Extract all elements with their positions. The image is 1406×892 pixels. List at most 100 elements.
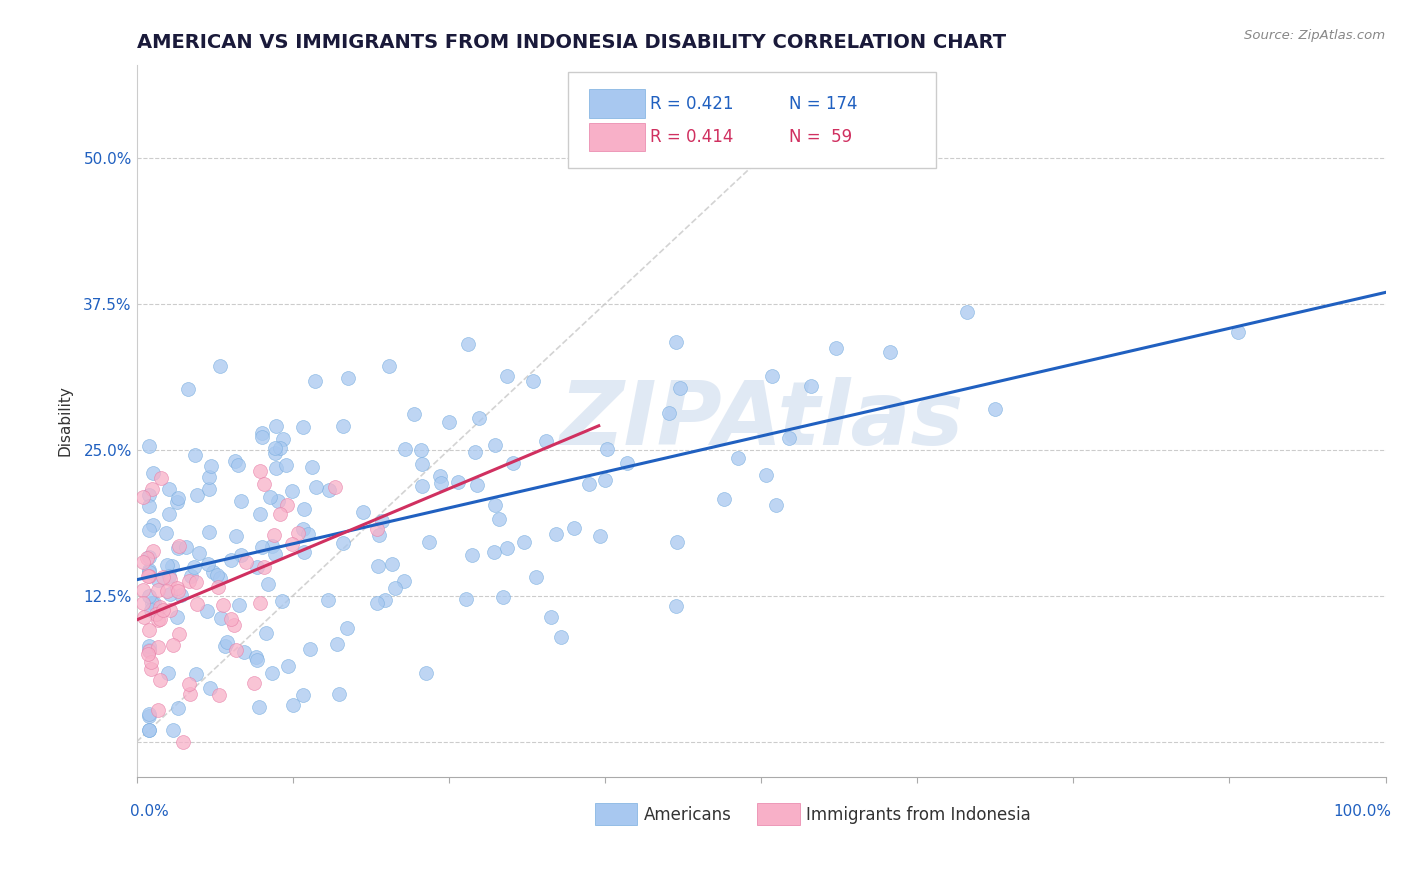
Point bbox=[332, 536, 354, 550]
Point bbox=[253, 560, 276, 574]
Point bbox=[136, 647, 159, 661]
Point bbox=[212, 598, 235, 612]
Point bbox=[665, 535, 688, 549]
Point bbox=[202, 565, 225, 579]
Point bbox=[765, 498, 787, 512]
Point bbox=[249, 507, 271, 521]
Point bbox=[264, 548, 287, 562]
Point bbox=[225, 528, 247, 542]
Point bbox=[596, 442, 619, 456]
Point bbox=[270, 594, 292, 608]
Point bbox=[429, 469, 451, 483]
Point bbox=[297, 526, 319, 541]
Point bbox=[253, 476, 276, 491]
Point bbox=[222, 618, 245, 632]
Point bbox=[138, 488, 160, 502]
Point bbox=[138, 642, 160, 657]
Point bbox=[209, 610, 232, 624]
Point bbox=[219, 553, 242, 567]
Point bbox=[755, 467, 778, 482]
Point bbox=[332, 418, 354, 433]
Point bbox=[304, 374, 326, 388]
Point bbox=[378, 359, 401, 373]
Point bbox=[132, 491, 155, 505]
Point bbox=[589, 528, 612, 542]
Point bbox=[454, 592, 477, 607]
Point bbox=[484, 438, 506, 452]
Point bbox=[149, 600, 172, 615]
Point bbox=[235, 555, 257, 569]
Point bbox=[167, 541, 190, 556]
Point bbox=[186, 597, 208, 611]
Point bbox=[250, 425, 273, 440]
Point bbox=[157, 568, 180, 582]
Point bbox=[800, 379, 823, 393]
Point bbox=[167, 491, 190, 505]
Point bbox=[658, 406, 681, 420]
Point bbox=[484, 545, 506, 559]
Point bbox=[138, 706, 160, 721]
Point bbox=[245, 649, 267, 664]
Point bbox=[492, 591, 515, 605]
Point bbox=[136, 550, 159, 565]
Point bbox=[956, 305, 979, 319]
Point bbox=[366, 522, 388, 536]
Point bbox=[197, 470, 219, 484]
Point bbox=[231, 494, 253, 508]
Point bbox=[299, 641, 322, 656]
Point bbox=[484, 498, 506, 512]
Point bbox=[367, 558, 389, 573]
Point bbox=[249, 596, 271, 610]
Point bbox=[243, 676, 266, 690]
Point bbox=[461, 548, 484, 562]
Text: N =  59: N = 59 bbox=[789, 128, 852, 146]
Point bbox=[177, 574, 200, 588]
Point bbox=[157, 666, 180, 681]
Point bbox=[488, 512, 510, 526]
Point bbox=[132, 596, 155, 610]
Point bbox=[250, 541, 273, 555]
Point bbox=[198, 482, 221, 496]
Point bbox=[132, 555, 155, 569]
Point bbox=[447, 475, 470, 489]
Point bbox=[208, 572, 231, 586]
Point bbox=[226, 458, 249, 472]
Point bbox=[1227, 325, 1250, 339]
Point bbox=[418, 534, 440, 549]
Point bbox=[269, 507, 291, 521]
FancyBboxPatch shape bbox=[589, 89, 645, 118]
Point bbox=[404, 408, 426, 422]
Point bbox=[138, 569, 160, 583]
Point bbox=[281, 536, 304, 550]
Point bbox=[177, 382, 200, 396]
Point bbox=[156, 583, 179, 598]
Text: 0.0%: 0.0% bbox=[131, 804, 169, 819]
Point bbox=[323, 480, 346, 494]
Point bbox=[263, 446, 285, 460]
FancyBboxPatch shape bbox=[568, 71, 936, 168]
Point bbox=[167, 583, 190, 598]
Point bbox=[266, 461, 288, 475]
Point bbox=[778, 431, 800, 445]
Point bbox=[184, 666, 207, 681]
Point bbox=[186, 574, 208, 589]
Point bbox=[141, 596, 163, 610]
Point bbox=[269, 441, 291, 455]
Point bbox=[214, 639, 236, 653]
Point bbox=[225, 643, 247, 657]
Point bbox=[162, 558, 184, 573]
Point bbox=[177, 677, 200, 691]
Point bbox=[166, 581, 188, 595]
Point bbox=[167, 627, 190, 641]
Point bbox=[524, 570, 547, 584]
Point bbox=[276, 458, 298, 472]
Point bbox=[141, 603, 163, 617]
Point bbox=[138, 565, 160, 579]
Text: 100.0%: 100.0% bbox=[1334, 804, 1392, 819]
Point bbox=[132, 610, 155, 624]
Point bbox=[149, 612, 172, 626]
Point bbox=[198, 681, 221, 695]
Text: R = 0.414: R = 0.414 bbox=[650, 128, 734, 146]
Point bbox=[205, 568, 228, 582]
Point bbox=[138, 723, 160, 737]
